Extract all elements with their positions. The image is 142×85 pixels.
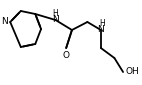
Text: H: H xyxy=(99,19,105,28)
Text: OH: OH xyxy=(126,67,140,76)
Text: H: H xyxy=(53,8,58,18)
Text: N: N xyxy=(98,26,104,35)
Text: N: N xyxy=(2,18,8,27)
Text: N: N xyxy=(52,15,59,24)
Text: O: O xyxy=(63,50,70,59)
